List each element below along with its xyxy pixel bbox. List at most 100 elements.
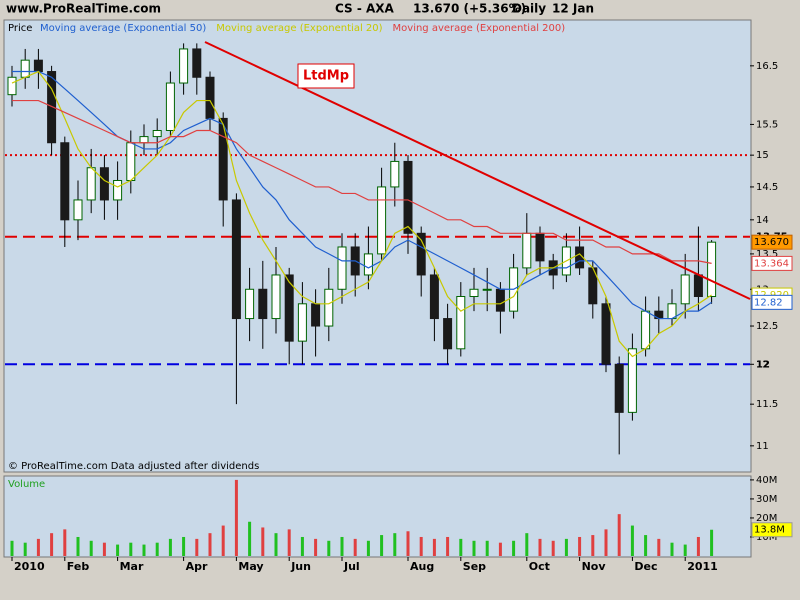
candle-body (641, 310, 651, 350)
candle-body (258, 288, 268, 320)
candle-body (707, 241, 717, 298)
candle-body (179, 48, 189, 84)
candle-body (601, 303, 611, 365)
volume-bar (564, 538, 568, 556)
volume-bar (644, 535, 648, 556)
volume-bar (36, 538, 40, 556)
y-tick-label: 15 (756, 150, 769, 161)
symbol: CS - AXA (335, 2, 395, 16)
candle-body (377, 186, 387, 255)
x-tick-label: Nov (582, 560, 607, 573)
volume-bar (155, 542, 159, 556)
y-tick-label: 11.5 (756, 399, 778, 410)
volume-panel (3, 475, 752, 558)
annotation-box (297, 63, 355, 89)
candle-body (47, 71, 57, 144)
volume-bar (591, 535, 595, 556)
level-label: 12 (756, 359, 770, 370)
volume-bar (485, 540, 489, 556)
price-tag-label: 12.82 (754, 297, 783, 308)
volume-bar (76, 536, 80, 556)
candle-body (693, 274, 703, 298)
x-tick-label: Sep (463, 560, 486, 573)
moving-average (12, 99, 712, 264)
candle-body (245, 288, 255, 320)
y-tick-label: 14 (756, 215, 769, 226)
y-tick-label: 20M (756, 513, 777, 524)
x-tick-label: Jul (343, 560, 360, 573)
candle-body (535, 232, 545, 262)
volume-bar (630, 525, 634, 556)
volume-bar (393, 533, 397, 556)
candle-body (231, 199, 241, 320)
volume-bar (432, 538, 436, 556)
volume-bar (340, 536, 344, 556)
volume-bar (300, 536, 304, 556)
candle-body (311, 303, 321, 327)
volume-tag (751, 522, 793, 538)
candle-body (271, 274, 281, 320)
x-tick-label: Jun (290, 560, 311, 573)
x-tick-label: 2010 (14, 560, 45, 573)
volume-bar (683, 544, 687, 556)
volume-tag-label: 13.8M (754, 525, 785, 536)
y-tick-label: 13.5 (756, 249, 778, 260)
volume-bar (142, 544, 146, 556)
x-tick-label: 2011 (687, 560, 718, 573)
candle-body (152, 129, 162, 138)
volume-bar (116, 544, 120, 556)
candle-body (324, 288, 334, 327)
volume-bar (287, 529, 291, 556)
volume-bar (710, 529, 714, 556)
quote: 13.670 (+5.36%) (413, 2, 526, 16)
candle-body (165, 82, 175, 131)
volume-bar (578, 536, 582, 556)
legend-entry: Moving average (Exponential 50) (40, 23, 206, 34)
volume-bar (327, 540, 331, 556)
volume-bar (102, 542, 106, 556)
volume-bar (10, 540, 14, 556)
candle-body (192, 48, 202, 78)
candle-body (205, 76, 215, 119)
y-tick-label: 10M (756, 532, 777, 543)
volume-bar (261, 527, 265, 556)
y-tick-label: 11 (756, 441, 769, 452)
candle-body (482, 288, 492, 291)
candle-body (429, 274, 439, 320)
candle-body (33, 59, 43, 73)
moving-average (11, 70, 712, 358)
volume-bar (314, 538, 318, 556)
candle-body (73, 199, 83, 221)
volume-bar (168, 538, 172, 556)
volume-bar (248, 521, 252, 556)
y-tick-label: 12.5 (756, 321, 778, 332)
candle-body (86, 167, 96, 201)
x-tick-label: Apr (186, 560, 208, 573)
candle-body (443, 318, 453, 350)
volume-bar (89, 540, 93, 556)
candle-body (20, 59, 30, 78)
volume-bar (50, 533, 54, 556)
volume-bar (538, 538, 542, 556)
y-tick-label: 12 (756, 359, 769, 370)
candle-body (7, 76, 17, 96)
y-tick-label: 15.5 (756, 119, 778, 130)
y-tick-label: 30M (756, 494, 777, 505)
volume-bar (459, 538, 463, 556)
volume-bar (234, 479, 238, 556)
volume-bar (406, 531, 410, 556)
candle-body (403, 160, 413, 234)
volume-bar (670, 542, 674, 556)
price-tag-label: 13.670 (754, 237, 789, 248)
date: 12 Jan (552, 2, 594, 16)
candle-body (363, 253, 373, 276)
candle-body (456, 296, 466, 350)
candle-body (218, 117, 228, 201)
volume-bar (617, 514, 621, 556)
candle-body (614, 363, 624, 413)
volume-bar (353, 538, 357, 556)
volume-bar (472, 540, 476, 556)
footer: © ProRealTime.com Data adjusted after di… (8, 461, 259, 472)
price-tag (751, 255, 793, 271)
